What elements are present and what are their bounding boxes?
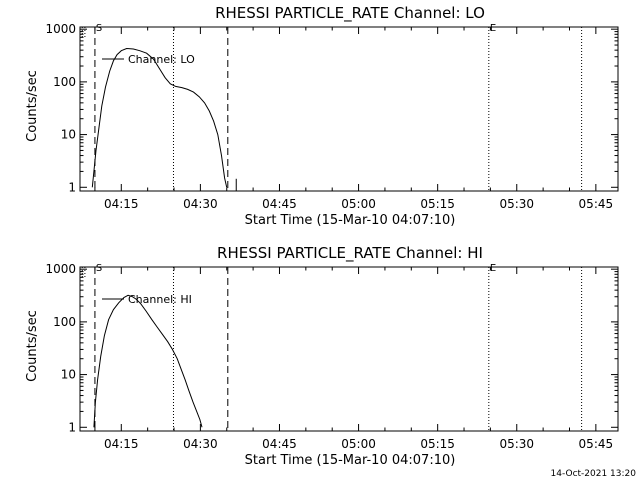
y-tick-label: 1 (68, 180, 76, 194)
x-tick-label: 04:15 (104, 197, 139, 211)
y-tick-label: 100 (53, 75, 76, 89)
y-tick-label: 10 (61, 128, 76, 142)
plot-frame (79, 266, 619, 432)
x-tick-label: 05:45 (579, 197, 614, 211)
plot-frame (79, 26, 619, 192)
x-axis-label: Start Time (15-Mar-10 04:07:10) (245, 453, 456, 468)
chart-title: RHESSI PARTICLE_RATE Channel: LO (215, 4, 485, 23)
chart-panel-hi: RHESSI PARTICLE_RATE Channel: HI Start T… (25, 244, 619, 468)
start-marker-label: S (96, 263, 102, 274)
x-tick-label: 05:30 (499, 437, 534, 451)
y-axis-label: Counts/sec (25, 70, 40, 142)
series-line (91, 47, 228, 188)
x-tick-label: 05:00 (341, 197, 376, 211)
end-marker-label: E (490, 263, 496, 274)
x-tick-label: 04:30 (183, 437, 218, 451)
x-tick-label: 04:45 (262, 197, 297, 211)
x-tick-label: 05:00 (341, 437, 376, 451)
x-tick-label: 05:30 (499, 197, 534, 211)
series-line (93, 294, 203, 428)
legend-label: Channel: HI (128, 293, 192, 306)
end-marker-label: E (490, 23, 496, 34)
start-marker-label: S (96, 23, 102, 34)
y-tick-label: 1000 (45, 22, 76, 36)
legend-label: Channel: LO (128, 53, 195, 66)
x-tick-label: 04:45 (262, 437, 297, 451)
chart-panel-lo: RHESSI PARTICLE_RATE Channel: LO Start T… (25, 4, 619, 228)
x-tick-label: 05:15 (420, 437, 455, 451)
footer-timestamp: 14-Oct-2021 13:20 (551, 469, 637, 479)
x-tick-label: 04:30 (183, 197, 218, 211)
chart-title: RHESSI PARTICLE_RATE Channel: HI (217, 244, 483, 263)
x-axis-label: Start Time (15-Mar-10 04:07:10) (245, 213, 456, 228)
y-tick-label: 1000 (45, 262, 76, 276)
y-tick-label: 1 (68, 420, 76, 434)
x-tick-label: 05:45 (579, 437, 614, 451)
x-tick-label: 04:15 (104, 437, 139, 451)
x-tick-label: 05:15 (420, 197, 455, 211)
y-tick-label: 100 (53, 315, 76, 329)
y-tick-label: 10 (61, 368, 76, 382)
y-axis-label: Counts/sec (25, 310, 40, 382)
